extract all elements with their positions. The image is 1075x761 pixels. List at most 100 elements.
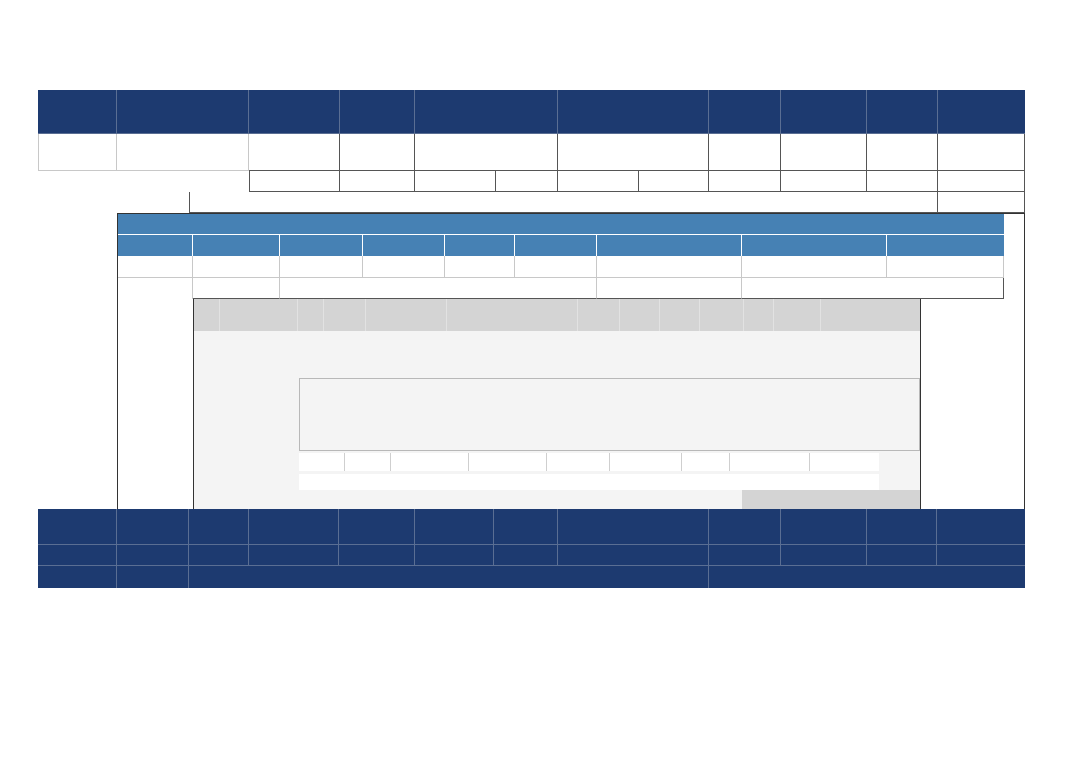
panel-field[interactable] [345, 453, 391, 471]
table-cell[interactable] [742, 278, 1004, 299]
toolbar-item[interactable] [324, 299, 366, 331]
footer-cell[interactable] [558, 509, 709, 545]
footer-cell[interactable] [249, 509, 339, 545]
span-cell[interactable] [189, 192, 938, 213]
toolbar-item[interactable] [744, 299, 774, 331]
footer-cell[interactable] [781, 545, 867, 566]
column-header[interactable] [118, 235, 193, 256]
header-cell[interactable] [709, 90, 781, 134]
table-cell[interactable] [597, 278, 742, 299]
data-cell[interactable] [38, 134, 117, 171]
footer-cell[interactable] [415, 509, 494, 545]
footer-cell[interactable] [189, 509, 249, 545]
sub-cell[interactable] [496, 171, 558, 192]
footer-cell[interactable] [558, 545, 709, 566]
panel-detail-strip[interactable] [299, 474, 879, 490]
sub-cell[interactable] [938, 171, 1025, 192]
footer-cell[interactable] [709, 545, 781, 566]
sub-cell[interactable] [340, 171, 415, 192]
toolbar-item[interactable] [366, 299, 447, 331]
toolbar-item[interactable] [620, 299, 660, 331]
toolbar-item[interactable] [578, 299, 620, 331]
footer-cell[interactable] [117, 566, 189, 588]
column-header[interactable] [515, 235, 597, 256]
header-cell[interactable] [117, 90, 249, 134]
sub-cell[interactable] [415, 171, 496, 192]
column-header[interactable] [363, 235, 445, 256]
table-cell[interactable] [118, 256, 193, 278]
table-cell[interactable] [363, 256, 445, 278]
panel-footer-block[interactable] [742, 490, 920, 509]
footer-cell[interactable] [867, 509, 937, 545]
footer-cell[interactable] [494, 509, 558, 545]
table-cell[interactable] [280, 256, 363, 278]
sub-cell[interactable] [867, 171, 938, 192]
panel-field[interactable] [391, 453, 469, 471]
data-cell[interactable] [558, 134, 709, 171]
header-cell[interactable] [781, 90, 867, 134]
panel-field[interactable] [547, 453, 610, 471]
toolbar-item[interactable] [194, 299, 220, 331]
footer-cell[interactable] [709, 566, 1025, 588]
footer-cell[interactable] [415, 545, 494, 566]
sub-cell[interactable] [639, 171, 709, 192]
table-cell[interactable] [515, 256, 597, 278]
data-cell[interactable] [340, 134, 415, 171]
table-cell[interactable] [742, 256, 887, 278]
footer-cell[interactable] [937, 509, 1025, 545]
footer-cell[interactable] [38, 545, 117, 566]
column-header[interactable] [445, 235, 515, 256]
panel-field[interactable] [299, 453, 345, 471]
footer-cell[interactable] [937, 545, 1025, 566]
footer-cell[interactable] [117, 545, 189, 566]
footer-cell[interactable] [709, 509, 781, 545]
span-cell[interactable] [938, 192, 1025, 213]
sub-cell[interactable] [709, 171, 781, 192]
panel-field[interactable] [730, 453, 810, 471]
footer-cell[interactable] [339, 545, 415, 566]
toolbar-item[interactable] [298, 299, 324, 331]
data-cell[interactable] [938, 134, 1025, 171]
footer-cell[interactable] [189, 545, 249, 566]
toolbar-item[interactable] [660, 299, 700, 331]
column-header[interactable] [597, 235, 742, 256]
column-header[interactable] [742, 235, 887, 256]
data-cell[interactable] [117, 134, 249, 171]
toolbar-item[interactable] [220, 299, 298, 331]
sub-cell[interactable] [249, 171, 340, 192]
footer-cell[interactable] [38, 509, 117, 545]
header-cell[interactable] [38, 90, 117, 134]
toolbar-item[interactable] [447, 299, 578, 331]
header-cell[interactable] [938, 90, 1025, 134]
table-cell[interactable] [887, 256, 1004, 278]
data-cell[interactable] [867, 134, 938, 171]
toolbar-item[interactable] [774, 299, 821, 331]
table-cell[interactable] [193, 256, 280, 278]
panel-field[interactable] [682, 453, 730, 471]
table-cell[interactable] [597, 256, 742, 278]
sub-cell[interactable] [781, 171, 867, 192]
header-cell[interactable] [340, 90, 415, 134]
header-cell[interactable] [249, 90, 340, 134]
table-cell[interactable] [193, 278, 280, 299]
header-cell[interactable] [558, 90, 709, 134]
column-header[interactable] [887, 235, 1004, 256]
column-header[interactable] [280, 235, 363, 256]
footer-cell[interactable] [117, 509, 189, 545]
footer-cell[interactable] [189, 566, 709, 588]
data-cell[interactable] [709, 134, 781, 171]
sub-cell[interactable] [558, 171, 639, 192]
toolbar-item[interactable] [700, 299, 744, 331]
table-cell[interactable] [280, 278, 597, 299]
footer-cell[interactable] [781, 509, 867, 545]
panel-input-box[interactable] [299, 378, 920, 451]
data-cell[interactable] [415, 134, 558, 171]
footer-cell[interactable] [867, 545, 937, 566]
header-cell[interactable] [415, 90, 558, 134]
footer-cell[interactable] [339, 509, 415, 545]
table-cell[interactable] [445, 256, 515, 278]
column-header[interactable] [193, 235, 280, 256]
data-cell[interactable] [249, 134, 340, 171]
footer-cell[interactable] [249, 545, 339, 566]
footer-cell[interactable] [38, 566, 117, 588]
